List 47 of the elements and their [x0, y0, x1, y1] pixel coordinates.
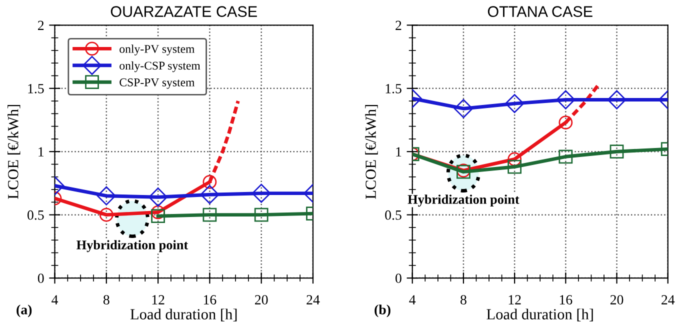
point	[558, 150, 573, 164]
point	[558, 116, 573, 130]
y-tick-label: 1	[38, 147, 44, 156]
point	[151, 209, 165, 224]
text: (b)	[374, 304, 390, 318]
y-tick-label: 0.5	[28, 210, 44, 220]
annotation: Hybridization point	[408, 194, 520, 207]
point	[508, 160, 522, 174]
annotation: Hybridization point	[76, 240, 188, 252]
x-tick-label: 24	[662, 295, 675, 304]
point	[202, 208, 217, 222]
x-tick-label: 16	[204, 295, 216, 304]
y-axis-title: LCOE [€/kWh]	[8, 105, 20, 199]
chart-title: OTTANA CASE	[488, 6, 592, 17]
y-tick-label: 2	[396, 20, 402, 30]
point	[148, 188, 168, 207]
x-tick-label: 20	[610, 295, 624, 304]
y-tick-label: 1.5	[28, 84, 44, 94]
x-tick-label: 8	[103, 295, 110, 304]
x-tick-label: 12	[152, 295, 164, 304]
point	[200, 185, 220, 204]
x-axis-title: Load duration [h]	[486, 308, 593, 322]
point	[505, 94, 524, 114]
point	[508, 152, 522, 166]
legend-label: CSP-PV system	[120, 78, 195, 89]
chart-title: OUARZAZATE CASE	[110, 6, 257, 17]
text: (a)	[16, 304, 32, 318]
y-tick-label: 0	[396, 274, 402, 283]
x-tick-label: 4	[409, 295, 416, 304]
point	[202, 175, 217, 189]
x-tick-label: 16	[560, 295, 572, 304]
y-tick-label: 1.5	[386, 84, 402, 94]
y-axis-title: LCOE [€/kWh]	[365, 105, 378, 199]
point	[454, 99, 473, 118]
x-tick-label: 4	[52, 295, 58, 304]
x-tick-label: 12	[508, 295, 521, 304]
y-tick-label: 0.5	[385, 210, 402, 220]
y-tick-label: 1	[396, 147, 402, 156]
point	[556, 90, 576, 110]
x-axis-title: Load duration [h]	[130, 308, 237, 322]
x-tick-label: 20	[255, 295, 268, 304]
x-tick-label: 24	[306, 295, 320, 304]
x-tick-label: 8	[460, 295, 466, 304]
legend-label: only-CSP system	[120, 61, 200, 72]
y-tick-label: 0	[38, 274, 44, 283]
y-tick-label: 2	[38, 20, 44, 30]
legend-label: only-PV system	[120, 44, 195, 56]
